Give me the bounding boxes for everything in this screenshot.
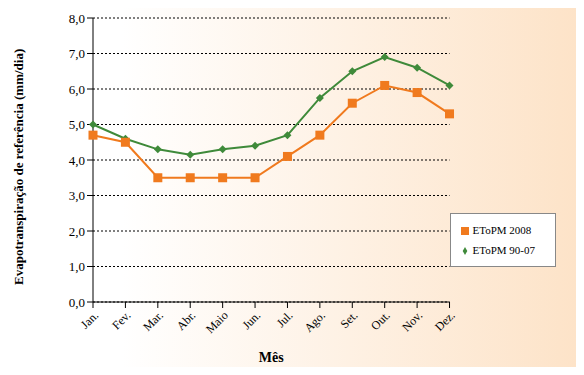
svg-text:5,0: 5,0 [69, 117, 85, 132]
svg-text:Out.: Out. [368, 308, 393, 333]
svg-text:6,0: 6,0 [69, 82, 85, 97]
svg-text:3,0: 3,0 [69, 188, 85, 203]
svg-text:Maio: Maio [203, 308, 231, 336]
svg-text:1,0: 1,0 [69, 259, 85, 274]
svg-text:Jun.: Jun. [239, 308, 263, 332]
svg-text:Abr.: Abr. [174, 308, 199, 333]
html-text:EToPM 90-07: EToPM 90-07 [472, 244, 535, 256]
svg-text:Jan.: Jan. [78, 308, 101, 331]
svg-text:Mês: Mês [259, 350, 284, 365]
html-text:EToPM 2008: EToPM 2008 [472, 224, 532, 236]
svg-text:Mar.: Mar. [140, 308, 166, 334]
svg-text:Set.: Set. [338, 308, 361, 331]
svg-text:Ago.: Ago. [301, 308, 328, 335]
svg-text:4,0: 4,0 [69, 153, 85, 168]
svg-text:2,0: 2,0 [69, 224, 85, 239]
svg-text:7,0: 7,0 [69, 46, 85, 61]
svg-text:0,0: 0,0 [69, 295, 85, 310]
svg-text:Nov.: Nov. [399, 308, 425, 334]
svg-text:Jul.: Jul. [274, 308, 296, 330]
svg-text:Evapotranspiração de referênci: Evapotranspiração de referência (mm/dia) [11, 49, 26, 285]
svg-text:8,0: 8,0 [69, 11, 85, 26]
svg-text:Fev.: Fev. [109, 308, 133, 332]
svg-text:Dez.: Dez. [432, 308, 458, 334]
